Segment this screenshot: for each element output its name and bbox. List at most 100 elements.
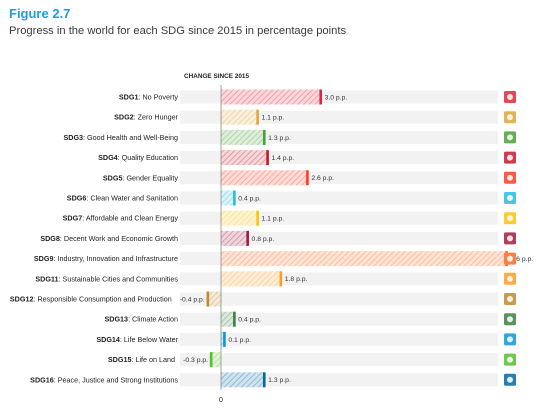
row-label-sdg4: SDG4: Quality Education [98, 153, 178, 162]
sdg-name: : Climate Action [128, 315, 178, 324]
row-track [180, 353, 498, 367]
sdg-code: SDG16 [30, 375, 54, 384]
gender-icon [504, 171, 516, 184]
value-label: 1.3 p.p. [268, 377, 291, 384]
bar-sdg5 [221, 170, 308, 186]
sdg-code: SDG6 [67, 194, 87, 203]
bar-sdg14 [221, 331, 225, 347]
row-track [180, 110, 498, 124]
row-label-sdg8: SDG8: Decent Work and Economic Growth [40, 234, 178, 243]
sdg-name: : Affordable and Clean Energy [82, 214, 178, 223]
sdg-name: : Industry, Innovation and Infrastructur… [53, 254, 178, 263]
sdg-code: SDG15 [108, 355, 132, 364]
value-label: 2.6 p.p. [311, 175, 334, 182]
bar-sdg15 [211, 352, 221, 368]
value-label: 1.1 p.p. [262, 115, 285, 122]
sdg-code: SDG1 [119, 93, 139, 102]
sdg-name: : Clean Water and Sanitation [86, 194, 178, 203]
value-label: 0.4 p.p. [238, 317, 261, 324]
row-label-sdg2: SDG2: Zero Hunger [114, 113, 179, 122]
bar-end-marker [279, 271, 283, 287]
value-label: 0.1 p.p. [228, 337, 251, 344]
bar-sdg13 [221, 311, 235, 327]
bar-sdg2 [221, 109, 258, 125]
sdg-code: SDG4 [98, 153, 118, 162]
bar-sdg16 [221, 372, 265, 388]
row-label-sdg13: SDG13: Climate Action [104, 315, 178, 324]
sdg-code: SDG12 [10, 295, 34, 304]
row-label-sdg7: SDG7: Affordable and Clean Energy [63, 214, 179, 223]
value-label: 1.8 p.p. [285, 276, 308, 283]
bar-end-marker [306, 170, 309, 186]
bar-sdg8 [221, 230, 248, 246]
sdg-name: : Life Below Water [120, 335, 179, 344]
value-label: 1.1 p.p. [262, 216, 285, 223]
book-icon [504, 151, 516, 164]
fish-icon [504, 333, 516, 346]
bar-sdg9 [221, 251, 507, 267]
value-label: 8.6 p.p. [511, 256, 534, 263]
bar-end-marker [256, 210, 259, 226]
people-icon [504, 91, 516, 103]
cubes-icon [504, 252, 516, 265]
row-label-sdg12: SDG12: Responsible Consumption and Produ… [10, 295, 172, 304]
sdg-code: SDG13 [104, 315, 128, 324]
eye-icon [504, 313, 516, 326]
row-label-sdg5: SDG5: Gender Equality [103, 173, 179, 182]
value-label: -0.3 p.p. [183, 357, 208, 364]
value-label: 1.3 p.p. [268, 135, 291, 142]
bar-sdg1 [221, 89, 321, 105]
row-label-sdg11: SDG11: Sustainable Cities and Communitie… [35, 274, 178, 283]
sdg-name: : Quality Education [118, 153, 178, 162]
value-label: 0.8 p.p. [252, 236, 275, 243]
tree-bird-icon [504, 353, 516, 366]
row-label-sdg14: SDG14: Life Below Water [96, 335, 178, 344]
sdg-code: SDG7 [63, 214, 83, 223]
row-label-sdg3: SDG3: Good Health and Well-Being [63, 133, 178, 142]
sdg-code: SDG14 [96, 335, 120, 344]
sdg-name: : Peace, Justice and Strong Institutions [54, 375, 179, 384]
bar-end-marker [233, 190, 236, 206]
bar-end-marker [262, 129, 266, 145]
bar-end-marker [262, 372, 266, 388]
value-label: 3.0 p.p. [325, 94, 348, 101]
row-label-sdg16: SDG16: Peace, Justice and Strong Institu… [30, 375, 178, 384]
sdg-name: : Gender Equality [122, 173, 178, 182]
sdg-name: : Life on Land [131, 355, 175, 364]
bar-end-marker [223, 331, 226, 347]
row-track [180, 211, 498, 225]
bar-end-marker [266, 150, 269, 166]
column-header: CHANGE SINCE 2015 [184, 73, 249, 80]
infinity-icon [504, 293, 516, 305]
bar-end-marker [256, 109, 259, 125]
sdg-code: SDG5 [103, 173, 123, 182]
bar-end-marker [246, 230, 249, 246]
row-track [180, 312, 498, 326]
bar-sdg12 [207, 291, 221, 307]
sdg-code: SDG11 [35, 274, 58, 283]
bar-end-marker [233, 311, 236, 327]
bar-end-marker [209, 352, 213, 368]
row-label-sdg6: SDG6: Clean Water and Sanitation [67, 194, 178, 203]
sdg-name: : Responsible Consumption and Production [33, 295, 171, 304]
growth-chart-icon [504, 232, 516, 245]
row-track [180, 332, 498, 346]
sdg-code: SDG2 [114, 113, 134, 122]
heartbeat-icon [504, 131, 516, 144]
sdg-name: : Good Health and Well-Being [83, 133, 178, 142]
figure-label: Figure 2.7 [9, 6, 71, 21]
bar-sdg11 [221, 271, 281, 287]
sdg-name: : Decent Work and Economic Growth [60, 234, 178, 243]
bar-sdg7 [221, 210, 258, 226]
bar-end-marker [206, 291, 210, 307]
row-track [180, 292, 498, 306]
zero-axis-label: 0 [219, 397, 223, 404]
bar-sdg6 [221, 190, 235, 206]
bar-end-marker [319, 89, 322, 105]
sdg-name: : Zero Hunger [134, 113, 179, 122]
row-label-sdg1: SDG1: No Poverty [119, 93, 179, 102]
sun-icon [504, 212, 516, 225]
bar-sdg4 [221, 150, 268, 166]
sdg-name: : No Poverty [138, 93, 178, 102]
